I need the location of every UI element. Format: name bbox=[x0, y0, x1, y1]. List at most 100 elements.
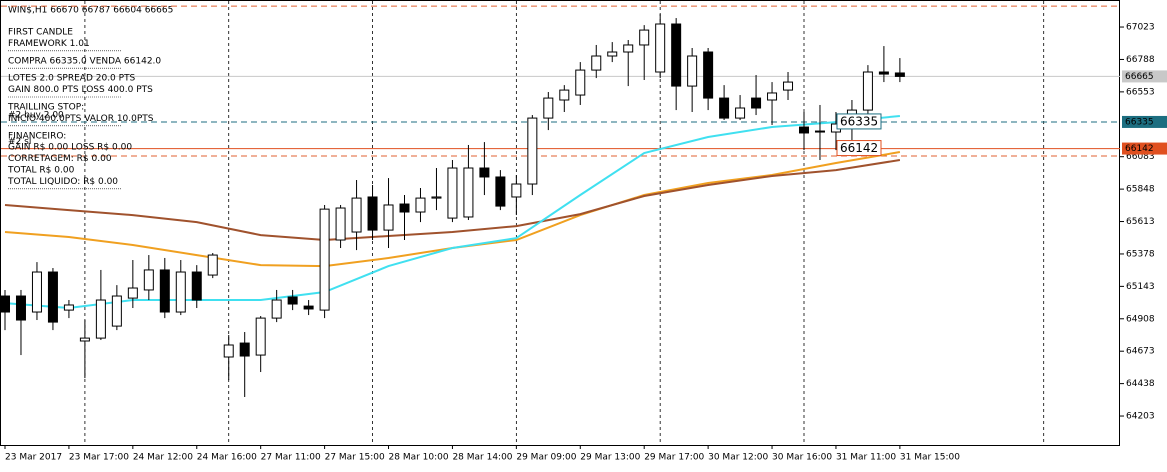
candle-body bbox=[111, 295, 122, 327]
info-line: COMPRA 66335.0 VENDA 66142.0 bbox=[8, 56, 161, 66]
price-axis-label-bg bbox=[1122, 70, 1167, 83]
x-tick-label: 31 Mar 11:00 bbox=[836, 453, 896, 463]
candle-body bbox=[383, 204, 394, 231]
trade-label: #2 buy 2.00 bbox=[8, 110, 64, 120]
y-tick-label: 64203 bbox=[1126, 412, 1155, 422]
x-tick-label: 27 Mar 11:00 bbox=[261, 453, 321, 463]
candle-body bbox=[31, 271, 42, 313]
price-tag: 66335 bbox=[840, 114, 878, 128]
candle-body bbox=[719, 97, 730, 119]
y-tick-label: 66083 bbox=[1126, 152, 1155, 162]
candle-body bbox=[559, 89, 570, 101]
candle-body bbox=[463, 167, 474, 218]
candle-body bbox=[159, 269, 170, 313]
candle-body bbox=[367, 196, 378, 231]
y-tick-label: 66553 bbox=[1126, 87, 1155, 97]
candle-body bbox=[767, 92, 778, 101]
price-tag: 66142 bbox=[840, 141, 878, 155]
info-line: GAIN 800.0 PTS LOSS 400.0 PTS bbox=[8, 85, 153, 95]
x-tick-label: 27 Mar 15:00 bbox=[325, 453, 385, 463]
info-line: TOTAL R$ 0.00 bbox=[7, 166, 75, 176]
candle-body bbox=[255, 317, 266, 356]
info-line: INICIO 400.0PTS VALOR 10.0PTS bbox=[8, 114, 154, 124]
candle-body bbox=[15, 295, 26, 321]
candle-body bbox=[79, 337, 90, 342]
info-line: FIRST CANDLE bbox=[8, 28, 73, 38]
price-axis-label: 66335 bbox=[1125, 117, 1154, 127]
candle-body bbox=[527, 117, 538, 185]
info-line: GAIN R$ 0.00 LOSS R$ 0.00 bbox=[8, 143, 132, 153]
candle-body bbox=[799, 126, 809, 134]
candle-body bbox=[95, 299, 106, 339]
info-line: FRAMEWORK 1.01 bbox=[8, 39, 90, 49]
candle-body bbox=[687, 55, 698, 87]
trade-label: #2 sl bbox=[8, 137, 31, 147]
candle-body bbox=[335, 207, 346, 241]
info-line: LOTES 2.0 SPREAD 20.0 PTS bbox=[8, 74, 136, 84]
candle-body bbox=[207, 254, 218, 276]
y-tick-label: 65143 bbox=[1126, 282, 1155, 292]
x-tick-label: 31 Mar 15:00 bbox=[900, 453, 960, 463]
y-tick-label: 67023 bbox=[1126, 23, 1155, 33]
candle-body bbox=[191, 271, 202, 301]
price-tag-box bbox=[836, 113, 882, 130]
x-tick-label: 23 Mar 2017 bbox=[5, 453, 62, 463]
price-tag-box bbox=[836, 140, 882, 157]
y-tick-label: 64438 bbox=[1126, 379, 1155, 389]
info-line: TRAILLING STOP: bbox=[7, 103, 84, 113]
candle-body bbox=[783, 81, 794, 91]
candle-body bbox=[623, 44, 634, 53]
x-tick-label: 29 Mar 17:00 bbox=[644, 453, 704, 463]
info-line: FINANCEIRO: bbox=[8, 131, 66, 141]
candle-body bbox=[0, 295, 10, 313]
candle-body bbox=[47, 271, 58, 323]
candle-body bbox=[495, 176, 506, 207]
candle-body bbox=[671, 23, 682, 87]
x-tick-label: 24 Mar 16:00 bbox=[197, 453, 257, 463]
candle-body bbox=[127, 287, 138, 299]
candle-body bbox=[655, 23, 666, 73]
candle-body bbox=[543, 97, 554, 119]
y-tick-label: 65848 bbox=[1126, 185, 1155, 195]
candle-body bbox=[223, 344, 234, 358]
candle-body bbox=[511, 183, 522, 198]
candle-body bbox=[431, 196, 442, 199]
price-axis-label-bg bbox=[1122, 115, 1167, 128]
candle-body bbox=[447, 167, 458, 219]
moving-average bbox=[4, 115, 900, 310]
candle-body bbox=[703, 51, 714, 99]
candle-body bbox=[63, 304, 74, 311]
price-axis-label-bg bbox=[1122, 142, 1167, 155]
y-tick-label: 65613 bbox=[1126, 217, 1155, 227]
info-line: CORRETAGEM: R$ 0.00 bbox=[8, 154, 112, 164]
candle-body bbox=[303, 305, 314, 310]
y-tick-label: 66788 bbox=[1126, 55, 1155, 65]
price-axis-label: 66142 bbox=[1125, 144, 1154, 154]
y-tick-label: 64908 bbox=[1126, 314, 1155, 324]
x-tick-label: 23 Mar 17:00 bbox=[69, 453, 129, 463]
candle-body bbox=[399, 203, 410, 213]
candle-body bbox=[271, 299, 282, 319]
x-tick-label: 30 Mar 16:00 bbox=[772, 453, 832, 463]
candle-body bbox=[575, 69, 586, 96]
candle-body bbox=[351, 197, 362, 233]
candle-body bbox=[639, 29, 650, 46]
candle-body bbox=[239, 342, 250, 357]
x-tick-label: 29 Mar 09:00 bbox=[516, 453, 576, 463]
candle-body bbox=[751, 97, 762, 109]
x-tick-label: 28 Mar 14:00 bbox=[452, 453, 512, 463]
candle-body bbox=[607, 51, 618, 57]
moving-average bbox=[4, 159, 901, 242]
candle-body bbox=[591, 55, 602, 71]
x-tick-label: 28 Mar 10:00 bbox=[389, 453, 449, 463]
info-line: TOTAL LIQUIDO: R$ 0.00 bbox=[7, 177, 118, 187]
candle-body bbox=[894, 72, 905, 77]
x-tick-label: 24 Mar 12:00 bbox=[133, 453, 193, 463]
symbol-header: WIN$,H1 66670 66787 66604 66665 bbox=[8, 6, 173, 16]
candle-body bbox=[415, 197, 426, 213]
price-axis-label: 66665 bbox=[1125, 72, 1154, 82]
y-tick-label: 64673 bbox=[1126, 347, 1155, 357]
candle-body bbox=[287, 296, 298, 305]
